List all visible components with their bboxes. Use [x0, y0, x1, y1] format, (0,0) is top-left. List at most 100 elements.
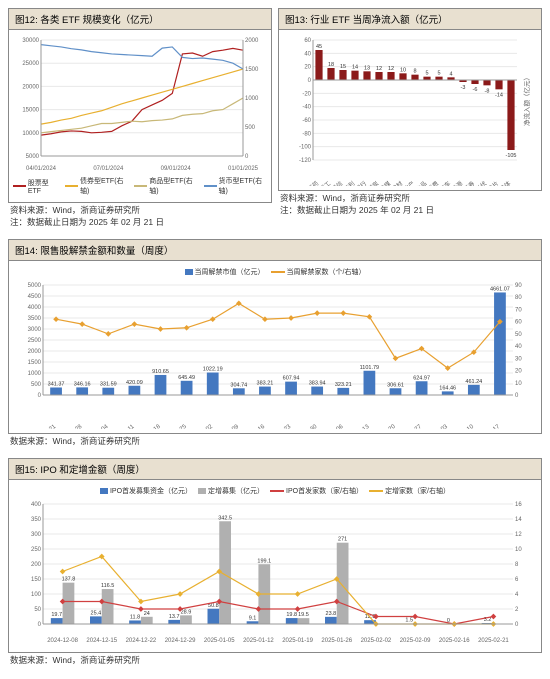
svg-text:500: 500 [245, 125, 256, 131]
svg-text:28.9: 28.9 [181, 609, 192, 615]
svg-text:0: 0 [515, 393, 519, 399]
svg-text:25.4: 25.4 [91, 610, 102, 616]
svg-text:军工: 军工 [319, 180, 333, 186]
fig15-legend: IPO首发募集资金（亿元） 定增募集（亿元） IPO首发家数（家/右轴） 定增家… [13, 484, 537, 498]
svg-text:20: 20 [515, 368, 522, 374]
svg-text:2025-02-17: 2025-02-17 [473, 423, 501, 429]
svg-text:传媒: 传媒 [378, 179, 392, 186]
svg-text:331.59: 331.59 [100, 381, 117, 387]
svg-text:0: 0 [38, 622, 42, 628]
svg-text:304.74: 304.74 [230, 382, 247, 388]
svg-text:2024-12-08: 2024-12-08 [47, 638, 78, 644]
svg-text:300: 300 [31, 532, 42, 538]
svg-text:04/01/2024: 04/01/2024 [26, 166, 57, 172]
svg-text:70: 70 [515, 307, 522, 313]
fig12-panel: 图12: 各类 ETF 规模变化（亿元） 5000100001500020000… [8, 8, 272, 203]
svg-text:5: 5 [425, 71, 428, 77]
svg-text:116.5: 116.5 [101, 583, 114, 589]
svg-text:80: 80 [515, 295, 522, 301]
svg-text:0: 0 [245, 154, 249, 160]
svg-text:建材: 建材 [390, 179, 404, 186]
svg-text:15: 15 [340, 64, 346, 70]
svg-text:50: 50 [515, 332, 522, 338]
svg-text:01/01/2025: 01/01/2025 [228, 166, 259, 172]
svg-text:2500: 2500 [28, 338, 42, 344]
svg-text:12: 12 [376, 66, 382, 72]
svg-text:40: 40 [515, 344, 522, 350]
svg-text:光伏: 光伏 [474, 179, 488, 186]
svg-text:汽车: 汽车 [438, 179, 452, 186]
svg-text:1.5: 1.5 [405, 617, 413, 623]
svg-text:-8: -8 [485, 88, 490, 94]
svg-text:2024-12-15: 2024-12-15 [86, 638, 117, 644]
svg-text:14: 14 [515, 517, 522, 523]
svg-text:250: 250 [31, 547, 42, 553]
svg-text:2025-01-20: 2025-01-20 [369, 423, 397, 429]
svg-text:2025-02-10: 2025-02-10 [447, 423, 475, 429]
svg-text:-100: -100 [299, 145, 312, 151]
svg-text:10: 10 [515, 381, 522, 387]
svg-text:-60: -60 [302, 118, 311, 124]
svg-text:2024-11-11: 2024-11-11 [108, 423, 136, 429]
svg-text:342.5: 342.5 [218, 515, 232, 521]
fig12-source: 资料来源：Wind，浙商证券研究所 [10, 205, 272, 217]
svg-text:0: 0 [515, 622, 519, 628]
svg-text:15000: 15000 [22, 108, 39, 114]
svg-text:2024-10-21: 2024-10-21 [29, 423, 57, 429]
svg-text:2: 2 [515, 607, 519, 613]
svg-text:10: 10 [400, 67, 406, 73]
fig15-container: 图15: IPO 和定增金额（周度） IPO首发募集资金（亿元） 定增募集（亿元… [8, 458, 542, 671]
fig14-body: 当周解禁市值（亿元） 当周解禁家数（个/右轴） 0500100015002000… [9, 261, 541, 433]
svg-text:2025-02-03: 2025-02-03 [421, 423, 449, 429]
svg-text:11.8: 11.8 [130, 614, 140, 620]
svg-text:19.8: 19.8 [286, 612, 297, 618]
fig13-source: 资料来源：Wind，浙商证券研究所 [280, 193, 542, 205]
svg-text:500: 500 [31, 382, 42, 388]
svg-text:14: 14 [352, 65, 358, 71]
svg-text:2000: 2000 [28, 349, 42, 355]
svg-text:350: 350 [31, 517, 42, 523]
fig13-chart: -120-100-80-60-40-20020406045医药18军工15通信1… [283, 34, 537, 186]
svg-text:13: 13 [364, 65, 370, 71]
svg-text:2024-11-04: 2024-11-04 [82, 423, 110, 429]
svg-text:1500: 1500 [28, 360, 42, 366]
svg-text:2024-11-25: 2024-11-25 [160, 423, 188, 429]
svg-text:-120: -120 [299, 158, 312, 164]
fig14-legend: 当周解禁市值（亿元） 当周解禁家数（个/右轴） [13, 265, 537, 279]
svg-text:40: 40 [304, 51, 311, 57]
svg-text:4000: 4000 [28, 305, 42, 311]
svg-text:18: 18 [328, 62, 334, 68]
svg-text:420.09: 420.09 [126, 380, 143, 386]
svg-text:3500: 3500 [28, 316, 42, 322]
svg-text:8: 8 [413, 69, 416, 75]
svg-text:-3: -3 [461, 85, 466, 91]
svg-text:2025-01-27: 2025-01-27 [395, 423, 423, 429]
svg-text:12: 12 [515, 532, 522, 538]
svg-text:地产: 地产 [402, 179, 416, 186]
svg-text:4661.07: 4661.07 [490, 286, 510, 292]
svg-text:3000: 3000 [28, 327, 42, 333]
svg-text:2024-12-16: 2024-12-16 [238, 423, 266, 429]
svg-text:消费: 消费 [426, 179, 440, 186]
svg-text:-105: -105 [505, 153, 516, 159]
svg-text:-6: -6 [473, 87, 478, 93]
svg-text:07/01/2024: 07/01/2024 [93, 166, 124, 172]
fig14-title: 图14: 限售股解禁金额和数量（周度） [9, 240, 541, 261]
svg-text:2024-12-02: 2024-12-02 [186, 423, 214, 429]
svg-text:煤炭: 煤炭 [366, 179, 380, 186]
svg-text:306.61: 306.61 [387, 382, 404, 388]
svg-text:90: 90 [515, 283, 522, 289]
fig12-container: 图12: 各类 ETF 规模变化（亿元） 5000100001500020000… [8, 8, 272, 233]
fig12-note: 注：数据截止日期为 2025 年 02 月 21 日 [10, 217, 272, 229]
svg-text:通信: 通信 [330, 179, 344, 186]
svg-text:-40: -40 [302, 105, 311, 111]
svg-text:2025-02-02: 2025-02-02 [361, 638, 392, 644]
svg-text:2024-12-22: 2024-12-22 [126, 638, 157, 644]
fig14-panel: 图14: 限售股解禁金额和数量（周度） 当周解禁市值（亿元） 当周解禁家数（个/… [8, 239, 542, 434]
fig14-source: 数据来源：Wind，浙商证券研究所 [10, 436, 542, 448]
fig15-panel: 图15: IPO 和定增金额（周度） IPO首发募集资金（亿元） 定增募集（亿元… [8, 458, 542, 653]
svg-text:323.21: 323.21 [335, 382, 352, 388]
svg-text:461.24: 461.24 [465, 379, 482, 385]
svg-text:341.37: 341.37 [48, 381, 65, 387]
svg-text:0: 0 [38, 393, 42, 399]
